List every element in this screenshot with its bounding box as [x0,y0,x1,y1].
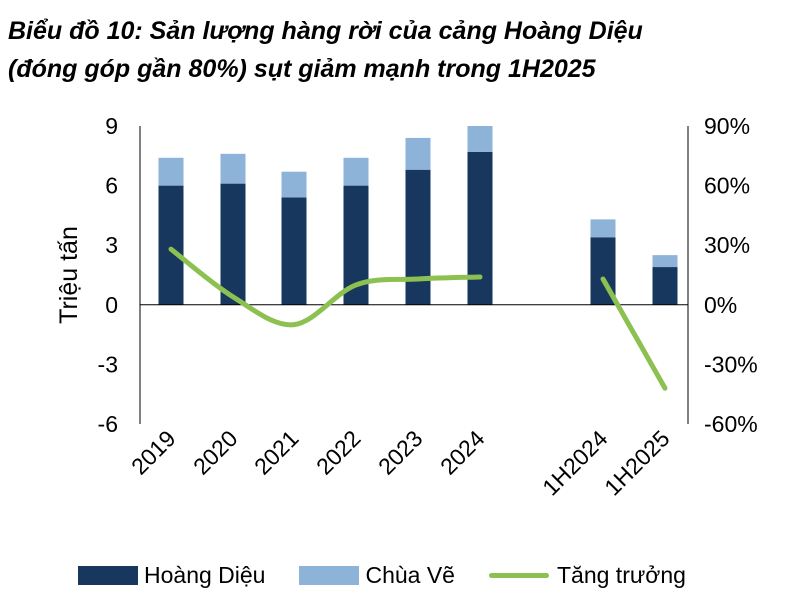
chart-legend: Hoàng Diệu Chùa Vẽ Tăng trưởng [78,560,720,590]
bar-chua-ve-2020 [220,153,246,184]
bar-chua-ve-1h2025 [652,255,678,268]
y-tick-label: -3 [98,351,118,377]
legend-label-growth: Tăng trưởng [556,561,686,588]
legend-swatch-chua-ve [299,565,360,585]
legend-swatch-growth [488,572,549,578]
y2-tick-label: 0% [704,292,737,318]
bar-chua-ve-2021 [281,171,307,198]
growth-line-segment-2 [600,276,668,391]
x-tick-label-1h2024: 1H2024 [537,425,613,501]
bar-hoang-dieu-1h2025 [652,267,678,305]
bar-hoang-dieu-2021 [281,197,307,305]
legend-item-chua-ve: Chùa Vẽ [299,562,455,589]
x-tick-label-2023: 2023 [373,425,428,480]
x-tick-label-2022: 2022 [311,425,366,480]
y2-tick-label: 90% [704,113,750,139]
legend-label-chua-ve: Chùa Vẽ [365,561,455,588]
x-tick-label-2021: 2021 [249,425,304,480]
y-tick-label: 9 [105,113,118,139]
chart-title-line2: (đóng góp gần 80%) sụt giảm mạnh trong 1… [8,55,596,83]
bar-hoang-dieu-2023 [405,169,431,305]
legend-item-hoang-dieu: Hoàng Diệu [78,562,265,589]
y-tick-label: 0 [105,292,118,318]
bar-chua-ve-1h2024 [590,219,616,238]
bar-chua-ve-2023 [405,137,431,170]
y2-tick-label: -30% [704,351,758,377]
x-tick-label-2024: 2024 [435,425,490,480]
bar-hoang-dieu-2020 [220,183,246,305]
y-tick-label: -6 [98,411,118,437]
growth-line-segment-1 [168,246,483,328]
x-tick-label-2020: 2020 [188,425,243,480]
legend-swatch-hoang-dieu [78,565,138,585]
bar-hoang-dieu-2019 [158,185,184,305]
chart-title-line1: Biểu đồ 10: Sản lượng hàng rời của cảng … [8,17,643,45]
y2-tick-label: 60% [704,173,750,199]
chart-title: Biểu đồ 10: Sản lượng hàng rời của cảng … [8,12,798,88]
bar-chua-ve-2022 [343,157,369,186]
bar-chua-ve-2019 [158,157,184,186]
y2-tick-label: -60% [704,411,758,437]
y-tick-label: 3 [105,232,118,258]
legend-label-hoang-dieu: Hoàng Diệu [144,561,266,588]
bar-hoang-dieu-2024 [467,151,493,305]
y-axis-title: Triệu tấn [55,226,83,324]
legend-item-growth: Tăng trưởng [488,561,686,589]
bar-chua-ve-2024 [467,126,493,152]
x-tick-label-2019: 2019 [126,425,181,480]
x-tick-label-1h2025: 1H2025 [599,425,674,500]
y2-tick-label: 30% [704,232,750,258]
chart-plot: 9 6 3 0 -3 -6 90% 60% 30% 0% -30% -60% Triệu tấn 2019… [55,113,758,501]
y-tick-label: 6 [105,173,118,199]
